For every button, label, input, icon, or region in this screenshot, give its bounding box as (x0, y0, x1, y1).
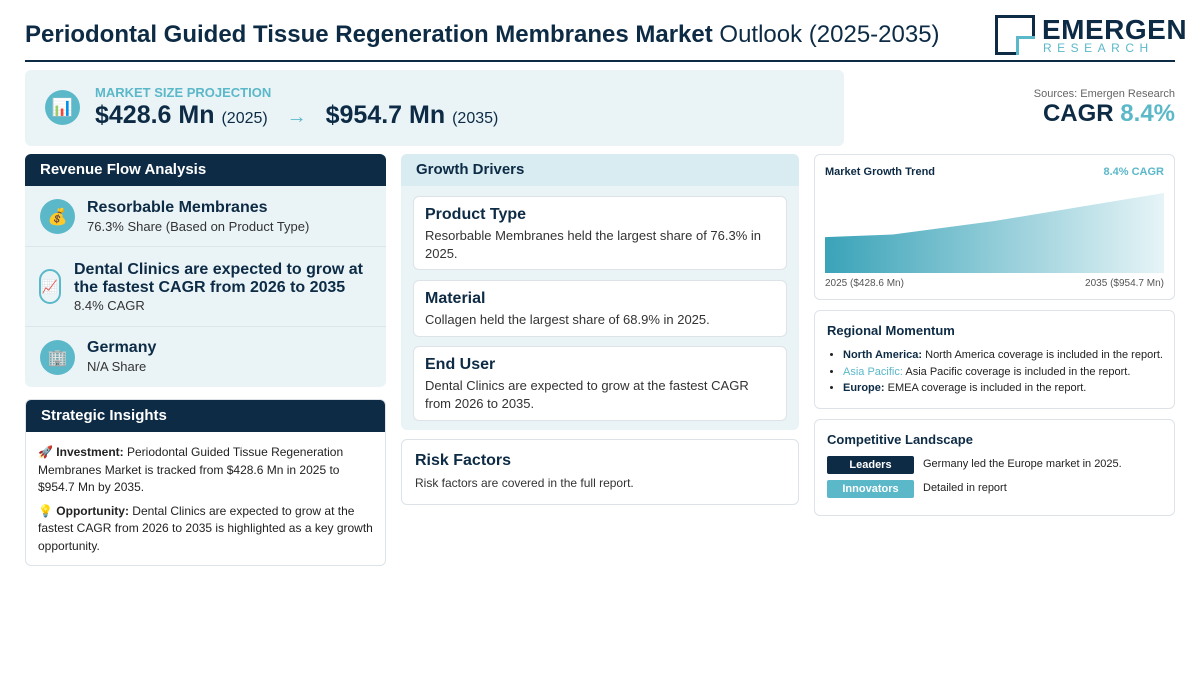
growth-drivers-title: Growth Drivers (401, 154, 799, 186)
region-name: North America: (843, 349, 923, 361)
region-list: North America: North America coverage is… (843, 347, 1163, 397)
region-name: Europe: (843, 382, 885, 394)
revenue-item-title: Dental Clinics are expected to grow at t… (74, 261, 363, 296)
region-text: EMEA coverage is included in the report. (887, 382, 1087, 394)
regional-momentum-card: Regional Momentum North America: North A… (814, 310, 1175, 409)
chart-up-icon: 📈 (39, 269, 61, 304)
opportunity-text: Dental Clinics are expected to grow at t… (38, 503, 373, 553)
driver-text: Resorbable Membranes held the largest sh… (425, 228, 762, 261)
regional-momentum-title: Regional Momentum (827, 323, 955, 338)
building-icon: 🏢 (40, 340, 75, 375)
title-bold: Periodontal Guided Tissue Regeneration M… (25, 21, 713, 48)
investment-insight: 🚀 Investment: Periodontal Guided Tissue … (38, 444, 373, 497)
cagr-label: CAGR (1042, 100, 1114, 127)
start-value: $428.6 Mn (95, 101, 215, 129)
investment-label: Investment: (56, 445, 124, 459)
driver-title: Material (425, 290, 486, 307)
opportunity-insight: 💡 Opportunity: Dental Clinics are expect… (38, 503, 373, 556)
end-year: (2035) (452, 110, 499, 127)
projection-values: $428.6 Mn (2025) → $954.7 Mn (2035) (95, 101, 498, 130)
revenue-item-sub: 8.4% CAGR (74, 298, 145, 313)
growth-drivers-card: Growth Drivers Product Type Resorbable M… (401, 154, 799, 430)
emergen-logo[interactable]: EMERGEN RESEARCH (995, 14, 1187, 56)
cagr-headline: CAGR 8.4% (1043, 100, 1175, 128)
lightbulb-icon: 💡 (38, 503, 53, 518)
innovators-text: Detailed in report (923, 482, 1007, 494)
source-text: Sources: Emergen Research (1033, 88, 1175, 100)
growth-area-chart (825, 193, 1164, 273)
logo-sub: RESEARCH (1043, 41, 1154, 55)
title-rest: Outlook (2025-2035) (719, 21, 940, 48)
trend-start-label: 2025 ($428.6 Mn) (825, 278, 904, 289)
header: Periodontal Guided Tissue Regeneration M… (25, 12, 1187, 62)
arrow-icon: → (286, 106, 307, 128)
trend-title: Market Growth Trend (825, 166, 936, 178)
revenue-item: 🏢 Germany N/A Share (25, 327, 386, 387)
innovators-badge: Innovators (827, 480, 914, 498)
projection-label: MARKET SIZE PROJECTION (95, 85, 272, 100)
revenue-item: 💰 Resorbable Membranes 76.3% Share (Base… (25, 186, 386, 247)
market-size-projection: 📊 MARKET SIZE PROJECTION $428.6 Mn (2025… (25, 70, 844, 146)
end-value: $954.7 Mn (325, 101, 446, 129)
strategic-insights-body: 🚀 Investment: Periodontal Guided Tissue … (26, 432, 385, 565)
risk-factors-title: Risk Factors (415, 452, 512, 469)
driver-item: End User Dental Clinics are expected to … (413, 346, 787, 421)
cagr-value: 8.4% (1120, 100, 1175, 127)
growth-area (825, 193, 1164, 273)
driver-text: Collagen held the largest share of 68.9%… (425, 312, 710, 327)
rocket-icon: 🚀 (38, 445, 53, 459)
risk-factors-text: Risk factors are covered in the full rep… (415, 476, 634, 490)
bar-chart-icon: 📊 (45, 90, 80, 125)
strategic-insights-card: Strategic Insights 🚀 Investment: Periodo… (25, 399, 386, 566)
driver-title: End User (425, 356, 496, 373)
region-text: North America coverage is included in th… (925, 349, 1163, 361)
trend-cagr: 8.4% CAGR (1103, 166, 1164, 178)
driver-item: Product Type Resorbable Membranes held t… (413, 196, 787, 270)
driver-text: Dental Clinics are expected to grow at t… (425, 378, 749, 411)
money-bag-icon: 💰 (40, 199, 75, 234)
competitive-landscape-card: Competitive Landscape Leaders Germany le… (814, 419, 1175, 516)
market-growth-trend-card: Market Growth Trend 8.4% CAGR 2025 ($428… (814, 154, 1175, 300)
region-item: North America: North America coverage is… (843, 347, 1163, 364)
revenue-flow-title: Revenue Flow Analysis (25, 154, 386, 186)
region-text: Asia Pacific coverage is included in the… (905, 365, 1131, 378)
revenue-item: 📈 Dental Clinics are expected to grow at… (25, 247, 386, 327)
strategic-insights-title: Strategic Insights (26, 400, 385, 432)
investment-text: Periodontal Guided Tissue Regeneration M… (38, 445, 344, 494)
revenue-item-title: Germany (87, 339, 157, 356)
leaders-badge: Leaders (827, 456, 914, 474)
logo-mark (995, 15, 1035, 55)
region-item: Europe: EMEA coverage is included in the… (843, 380, 1163, 397)
opportunity-label: Opportunity: (56, 503, 129, 518)
revenue-item-sub: 76.3% Share (Based on Product Type) (87, 219, 310, 234)
start-year: (2025) (221, 110, 268, 127)
driver-title: Product Type (425, 206, 527, 223)
region-item: Asia Pacific: Asia Pacific coverage is i… (843, 364, 1163, 381)
revenue-item-sub: N/A Share (87, 359, 147, 374)
risk-factors-card: Risk Factors Risk factors are covered in… (401, 439, 799, 505)
page-title: Periodontal Guided Tissue Regeneration M… (25, 21, 940, 49)
logo-name: EMERGEN (1042, 14, 1188, 45)
revenue-flow-card: Revenue Flow Analysis 💰 Resorbable Membr… (25, 154, 386, 387)
revenue-item-title: Resorbable Membranes (87, 199, 268, 216)
region-name: Asia Pacific: (843, 365, 903, 378)
competitive-landscape-title: Competitive Landscape (827, 432, 973, 447)
leaders-text: Germany led the Europe market in 2025. (923, 458, 1122, 470)
driver-item: Material Collagen held the largest share… (413, 280, 787, 337)
trend-end-label: 2035 ($954.7 Mn) (1085, 278, 1164, 289)
